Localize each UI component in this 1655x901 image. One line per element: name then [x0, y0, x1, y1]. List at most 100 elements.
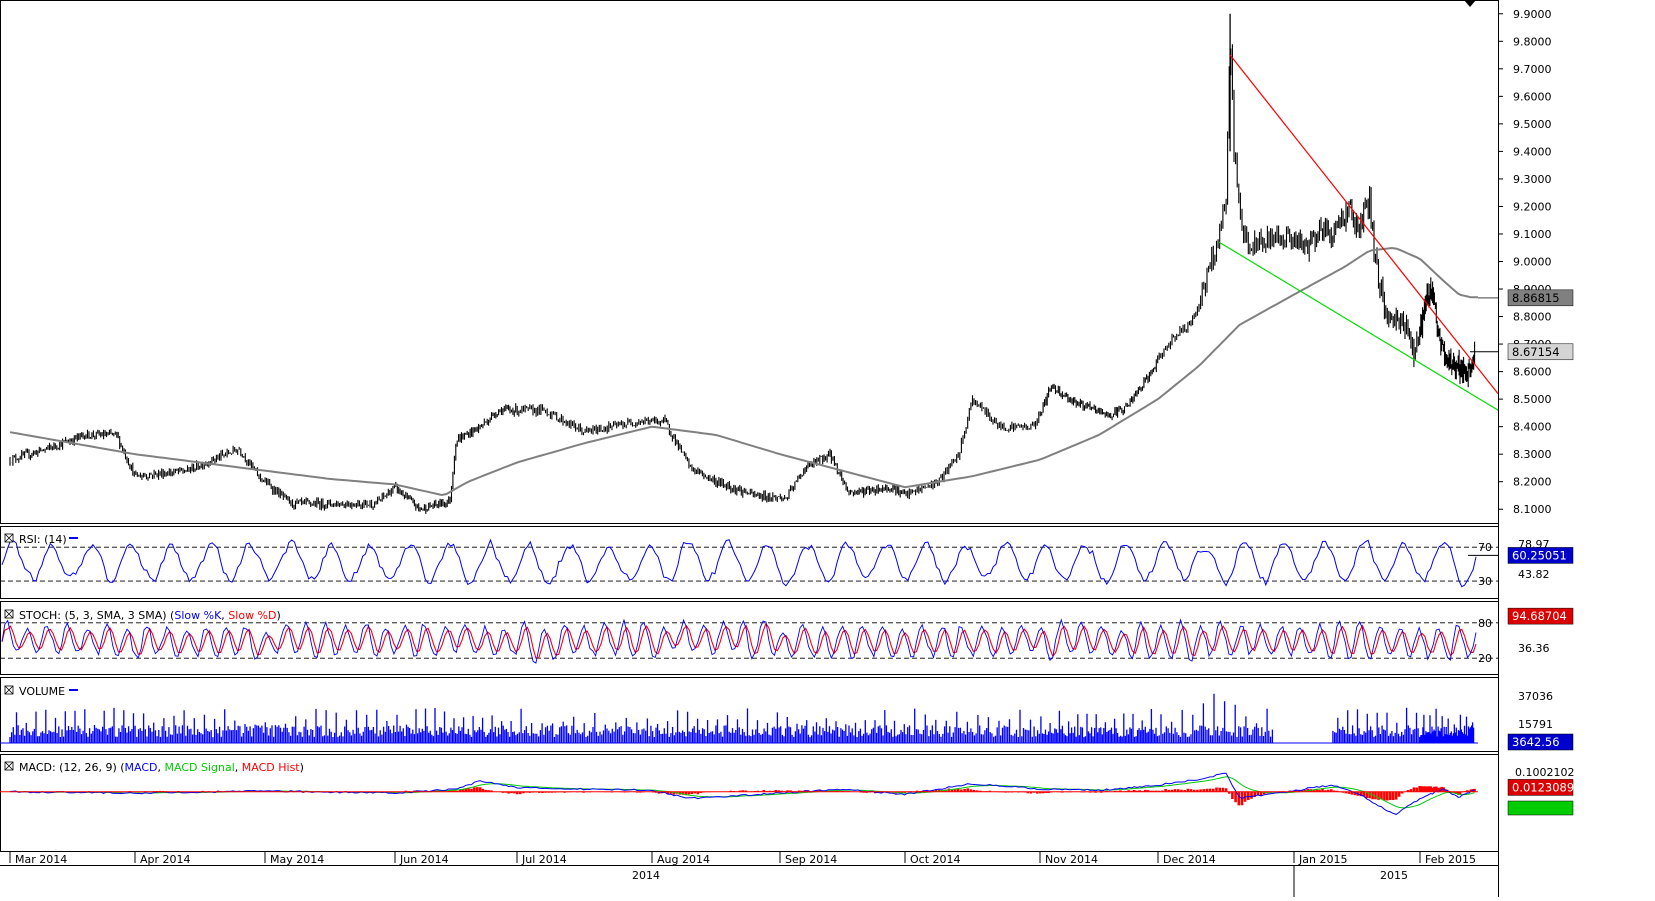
ma-value-badge-bg — [1507, 289, 1574, 307]
price-y-tick-label: 9.3000 — [1513, 173, 1552, 186]
rsi-close-icon-cross — [4, 533, 14, 543]
stoch-header — [4, 609, 14, 619]
macd-header — [4, 761, 14, 771]
rsi-level-label: 70 — [1478, 541, 1492, 554]
macd-line — [9, 772, 1475, 815]
macd-side-label-high: 0.1002102 — [1515, 766, 1575, 779]
volume-bars — [9, 693, 1475, 743]
macd-title-part: , — [235, 761, 242, 774]
macd-title-part: MACD Signal — [165, 761, 235, 774]
stoch-level-label: 20 — [1478, 652, 1492, 665]
moving-average-line — [9, 246, 1478, 497]
stoch-value-badge: 94.68704 — [1507, 607, 1574, 625]
x-axis: Mar 2014 Apr 2014 May 2014 Jun 2014 Jul 2014… — [0, 851, 1498, 897]
macd-value-badge-text: 0.0123089 — [1512, 780, 1574, 794]
x-month-label: Apr 2014 — [140, 853, 191, 866]
window-marker-icon — [1464, 0, 1476, 7]
stoch-panel: 80 20 STOCH: (5, 3, SMA, 3 SMA) (Slow %K, … — [0, 607, 1574, 665]
resistance-trend-line — [1229, 54, 1499, 394]
macd-close-icon-cross — [4, 761, 14, 771]
price-y-tick-label: 9.9000 — [1513, 8, 1552, 21]
macd-title: MACD: (12, 26, 9) (MACD, MACD Signal, MA… — [19, 761, 304, 774]
price-panel: 9.9000 9.8000 9.7000 9.6000 9.5000 9.4000 9.30… — [9, 8, 1574, 516]
x-month-label: Dec 2014 — [1163, 853, 1216, 866]
stoch-title-part: Slow %K — [174, 609, 222, 622]
price-y-tick-label: 8.2000 — [1513, 476, 1552, 489]
ma-value-badge: 8.86815 — [1507, 289, 1574, 307]
price-y-tick-label: 9.5000 — [1513, 118, 1552, 131]
price-y-tick-label: 9.0000 — [1513, 256, 1552, 269]
price-value-badge-text: 8.67154 — [1512, 345, 1560, 359]
stoch-close-icon-cross — [4, 609, 14, 619]
macd-title-part: ) — [300, 761, 304, 774]
stoch-side-label-low: 36.36 — [1518, 642, 1550, 655]
rsi-level-label: 30 — [1478, 575, 1492, 588]
price-y-tick-label: 8.5000 — [1513, 393, 1552, 406]
x-month-label: Nov 2014 — [1045, 853, 1098, 866]
stoch-k-line — [1, 618, 1477, 664]
x-month-label: Mar 2014 — [15, 853, 67, 866]
rsi-value-badge: 60.25051 — [1507, 547, 1574, 564]
rsi-value-badge-text: 60.25051 — [1512, 548, 1567, 562]
price-y-tick-label: 8.3000 — [1513, 448, 1552, 461]
stoch-value-badge-text: 94.68704 — [1512, 609, 1567, 623]
x-month-label: Oct 2014 — [910, 853, 961, 866]
volume-close-icon-cross — [4, 685, 14, 695]
x-year-label-2014: 2014 — [632, 869, 660, 882]
price-bars — [9, 44, 1476, 514]
macd-title-part: MACD Hist — [242, 761, 301, 774]
price-y-tick-label: 9.4000 — [1513, 145, 1552, 158]
x-month-label: Aug 2014 — [657, 853, 710, 866]
support-trend-line — [1218, 241, 1499, 411]
x-month-label: Jul 2014 — [521, 853, 567, 866]
x-year-label-2015: 2015 — [1380, 869, 1408, 882]
x-month-label: Jan 2015 — [1298, 853, 1347, 866]
price-y-tick-label: 9.7000 — [1513, 63, 1552, 76]
stoch-d-line — [1, 622, 1477, 659]
volume-value-badge-text: 3642.56 — [1512, 735, 1560, 749]
price-y-tick-label: 9.2000 — [1513, 200, 1552, 213]
rsi-title: RSI: (14) — [19, 533, 67, 546]
macd-value-badge: 0.0123089 — [1507, 779, 1574, 796]
stoch-level-label: 80 — [1478, 617, 1492, 630]
volume-title: VOLUME — [19, 685, 65, 698]
macd-panel: MACD: (12, 26, 9) (MACD, MACD Signal, MA… — [0, 761, 1575, 816]
price-y-tick-label: 8.6000 — [1513, 366, 1552, 379]
macd-title-part: MACD — [125, 761, 158, 774]
price-y-tick-label: 8.4000 — [1513, 421, 1552, 434]
stoch-title-part: , — [221, 609, 228, 622]
x-month-label: Jun 2014 — [399, 853, 449, 866]
price-y-tick-label: 8.8000 — [1513, 311, 1552, 324]
x-month-label: May 2014 — [270, 853, 324, 866]
price-y-tick-label: 9.8000 — [1513, 35, 1552, 48]
macd-value-badge-bg — [1507, 779, 1574, 796]
rsi-side-label-low: 43.82 — [1518, 568, 1550, 581]
stoch-title: STOCH: (5, 3, SMA, 3 SMA) (Slow %K, Slow… — [19, 609, 281, 622]
rsi-value-badge-bg — [1507, 547, 1574, 564]
price-y-tick-label: 9.6000 — [1513, 90, 1552, 103]
rsi-line — [1, 538, 1477, 588]
price-value-badge-bg — [1507, 343, 1574, 361]
x-month-label: Sep 2014 — [785, 853, 837, 866]
price-y-tick-label: 9.1000 — [1513, 228, 1552, 241]
volume-value-badge-bg — [1507, 733, 1574, 751]
price-value-badge: 8.67154 — [1507, 343, 1574, 361]
macd-title-part: MACD: (12, 26, 9) ( — [19, 761, 125, 774]
stoch-title-part: STOCH: (5, 3, SMA, 3 SMA) ( — [19, 609, 174, 622]
volume-side-label-high: 37036 — [1518, 690, 1553, 703]
volume-side-label-low: 15791 — [1518, 718, 1553, 731]
macd-title-part: , — [158, 761, 165, 774]
price-y-tick-label: 8.1000 — [1513, 503, 1552, 516]
volume-header — [4, 685, 14, 695]
x-month-label: Feb 2015 — [1425, 853, 1476, 866]
stoch-value-badge-bg — [1507, 607, 1574, 625]
volume-value-badge: 3642.56 — [1507, 733, 1574, 751]
ma-value-badge-text: 8.86815 — [1512, 291, 1560, 305]
rsi-header — [4, 533, 14, 543]
chart-frame — [0, 0, 1499, 897]
stoch-title-part: ) — [276, 609, 280, 622]
stoch-title-part: Slow %D — [228, 609, 276, 622]
